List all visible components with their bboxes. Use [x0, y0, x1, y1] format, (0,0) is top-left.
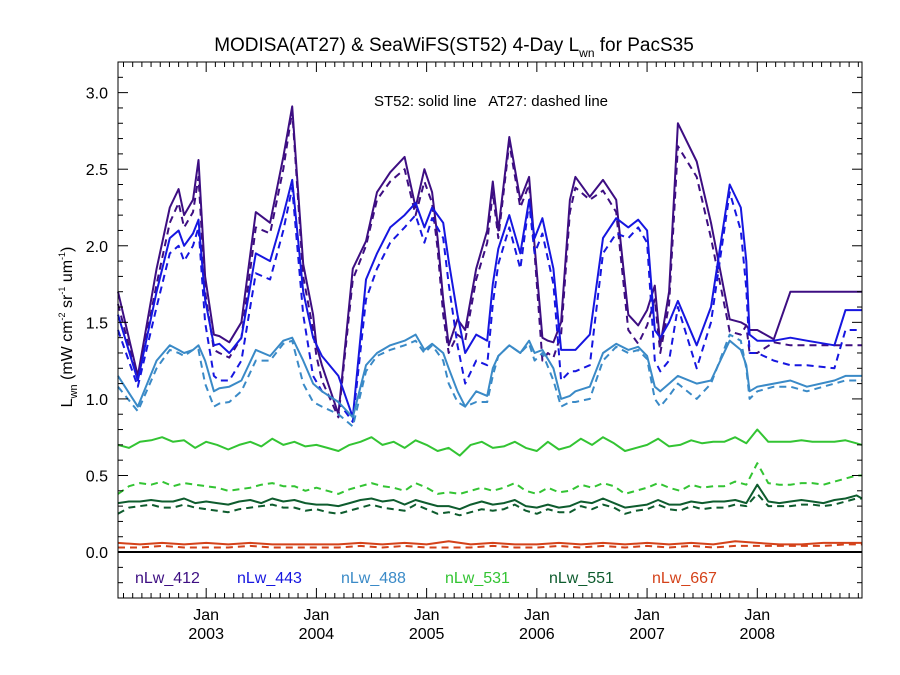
x-tick-label-month: Jan	[414, 607, 440, 624]
x-tick-label-year: 2004	[299, 626, 335, 643]
series-line-nlw-551-dashed	[117, 492, 862, 517]
y-axis-label: Lwn (mW cm-2 sr-1 um-1)	[57, 247, 80, 408]
legend-item-nlw-667: nLw_667	[652, 570, 717, 587]
y-tick-label: 0.5	[86, 468, 108, 485]
x-tick-label-month: Jan	[634, 607, 660, 624]
plot-series-group	[117, 105, 863, 549]
series-line-nlw-412-dashed	[117, 110, 862, 419]
chart-annotation: ST52: solid line AT27: dashed line	[374, 93, 608, 110]
series-line-nlw-488-dashed	[117, 333, 862, 428]
legend-item-nlw-488: nLw_488	[341, 570, 406, 587]
series-line-nlw-443-solid	[117, 178, 862, 419]
legend-item-nlw-551: nLw_551	[549, 570, 614, 587]
y-tick-label: 2.0	[86, 239, 108, 256]
series-line-nlw-488-solid	[117, 333, 862, 419]
series-line-nlw-531-solid	[117, 428, 863, 457]
chart-title: MODISA(AT27) & SeaWiFS(ST52) 4-Day Lwn f…	[214, 35, 694, 60]
x-tick-label-month: Jan	[304, 607, 330, 624]
y-tick-label: 1.5	[86, 315, 108, 332]
legend: nLw_412 nLw_443 nLw_488 nLw_531 nLw_551 nLw_6…	[135, 570, 717, 587]
series-line-nlw-531-dashed	[117, 462, 862, 495]
x-tick-label-month: Jan	[193, 607, 219, 624]
y-tick-label: 0.0	[86, 545, 108, 562]
x-tick-label-year: 2008	[739, 626, 775, 643]
legend-item-nlw-531: nLw_531	[445, 570, 510, 587]
x-tick-label-month: Jan	[744, 607, 770, 624]
legend-item-nlw-443: nLw_443	[237, 570, 302, 587]
series-line-nlw-412-solid	[117, 105, 862, 416]
x-tick-label-year: 2003	[188, 626, 224, 643]
series-line-nlw-551-solid	[117, 483, 863, 511]
series-line-nlw-443-dashed	[117, 186, 862, 423]
series-line-nlw-667-dashed	[118, 543, 862, 549]
y-tick-label: 3.0	[86, 86, 108, 103]
axes-group: 0.0 0.5 1.0 1.5 2.0 2.5 3.0 Jan 2003 Jan 2004 Jan 20…	[86, 61, 863, 643]
y-tick-label: 2.5	[86, 162, 108, 179]
x-tick-label-year: 2007	[629, 626, 665, 643]
y-tick-label: 1.0	[86, 392, 108, 409]
plot-frame	[117, 61, 863, 599]
x-tick-label-month: Jan	[524, 607, 550, 624]
legend-item-nlw-412: nLw_412	[135, 570, 200, 587]
series-line-nlw-667-solid	[117, 540, 862, 546]
x-tick-label-year: 2006	[519, 626, 555, 643]
x-tick-label-year: 2005	[409, 626, 445, 643]
